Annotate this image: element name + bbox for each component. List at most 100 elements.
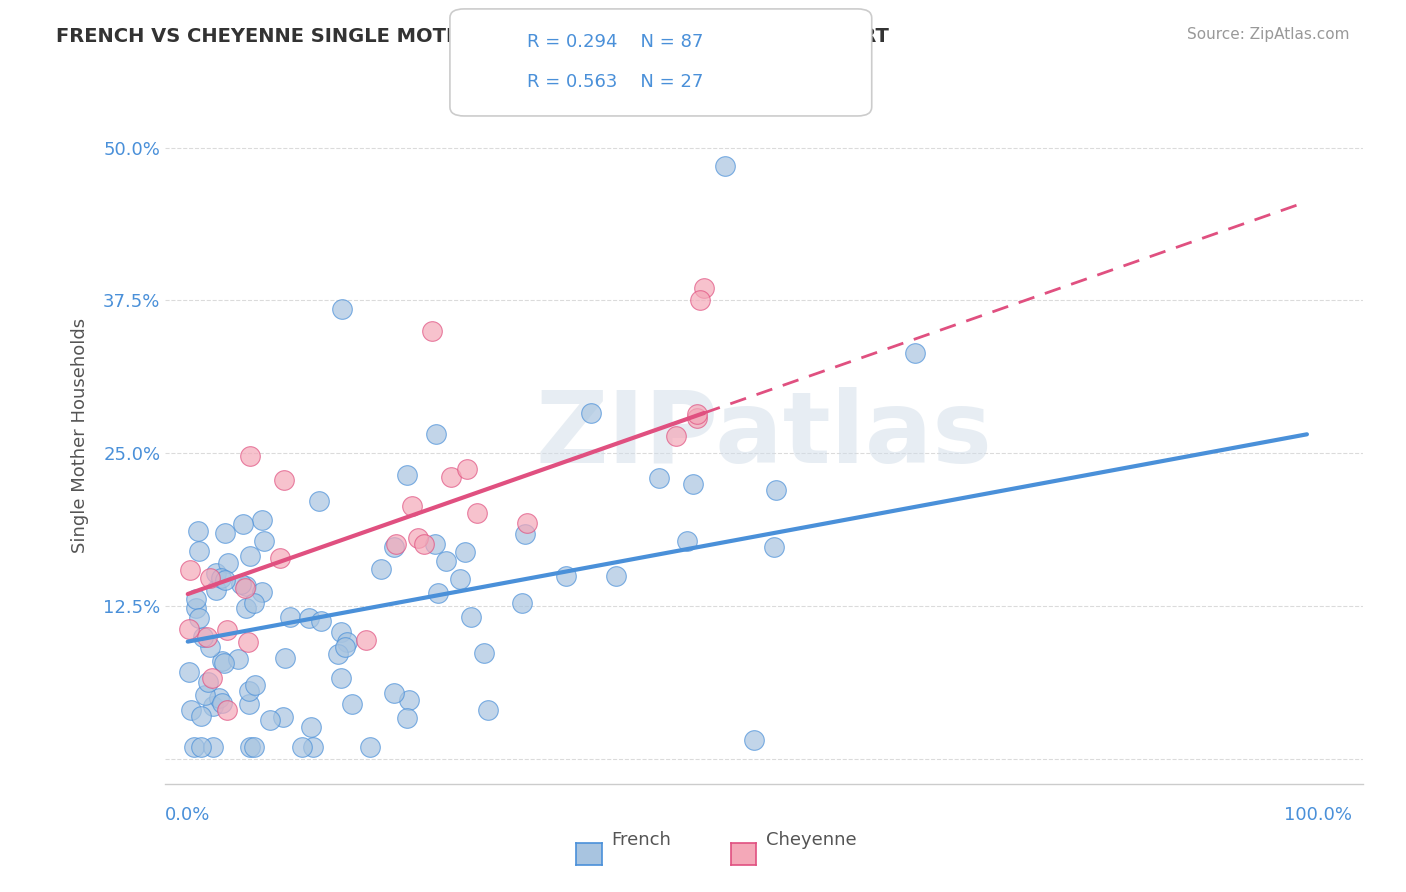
Point	[239, 549, 262, 563]
Point	[398, 692, 420, 706]
Point	[425, 427, 447, 442]
Point	[214, 656, 236, 670]
Point	[472, 647, 495, 661]
Point	[714, 159, 737, 173]
Text: Source: ZipAtlas.com: Source: ZipAtlas.com	[1187, 27, 1350, 42]
Point	[413, 537, 436, 551]
Text: 0.0%: 0.0%	[166, 805, 211, 824]
Point	[238, 684, 260, 698]
Point	[253, 533, 276, 548]
Point	[384, 686, 406, 700]
Point	[235, 601, 257, 615]
Point	[396, 468, 419, 483]
Point	[385, 537, 408, 551]
Point	[440, 470, 463, 484]
Point	[425, 537, 447, 551]
Text: 100.0%: 100.0%	[1284, 805, 1351, 824]
Point	[205, 583, 228, 598]
Point	[197, 631, 219, 645]
Point	[510, 596, 533, 610]
Point	[330, 301, 353, 316]
Point	[238, 697, 260, 711]
Point	[477, 703, 499, 717]
Point	[395, 711, 418, 725]
Point	[647, 470, 669, 484]
Point	[239, 740, 262, 755]
Point	[269, 551, 291, 566]
Text: R = 0.563    N = 27: R = 0.563 N = 27	[527, 73, 703, 91]
Point	[187, 611, 209, 625]
Point	[682, 476, 704, 491]
Point	[554, 569, 576, 583]
Point	[187, 524, 209, 538]
Point	[188, 544, 211, 558]
Point	[693, 280, 716, 294]
Point	[180, 703, 202, 717]
Point	[309, 615, 332, 629]
Point	[198, 571, 221, 585]
Point	[229, 577, 252, 591]
Point	[359, 740, 381, 755]
Point	[763, 540, 786, 554]
Point	[515, 516, 537, 530]
Text: ZIPatlas: ZIPatlas	[536, 386, 993, 483]
Point	[190, 740, 212, 755]
Point	[354, 632, 377, 647]
Point	[211, 696, 233, 710]
Point	[301, 740, 323, 755]
Point	[201, 671, 224, 685]
Point	[233, 581, 256, 595]
Point	[460, 609, 482, 624]
Point	[183, 740, 205, 755]
Point	[467, 506, 489, 520]
Point	[211, 654, 233, 668]
Y-axis label: Single Mother Households: Single Mother Households	[72, 318, 89, 553]
Text: French: French	[612, 831, 672, 849]
Point	[328, 647, 350, 661]
Point	[226, 652, 249, 666]
Point	[299, 720, 322, 734]
Point	[190, 708, 212, 723]
Point	[198, 640, 221, 654]
Point	[274, 651, 297, 665]
Point	[193, 630, 215, 644]
Text: R = 0.294    N = 87: R = 0.294 N = 87	[527, 33, 703, 51]
Point	[177, 665, 200, 680]
Point	[232, 517, 254, 532]
Point	[184, 601, 207, 615]
Point	[250, 513, 273, 527]
Point	[742, 733, 765, 747]
Point	[184, 592, 207, 607]
Point	[904, 346, 927, 360]
Point	[427, 586, 450, 600]
Point	[273, 473, 295, 487]
Text: Cheyenne: Cheyenne	[766, 831, 856, 849]
Point	[333, 640, 356, 655]
Point	[340, 697, 363, 711]
Point	[689, 293, 711, 307]
Point	[205, 566, 228, 581]
Point	[298, 611, 321, 625]
Point	[765, 483, 787, 498]
Point	[605, 568, 627, 582]
Point	[239, 449, 262, 463]
Point	[259, 713, 281, 727]
Point	[215, 703, 238, 717]
Point	[217, 623, 239, 637]
Point	[515, 526, 537, 541]
Point	[382, 540, 405, 554]
Point	[214, 573, 236, 587]
Point	[278, 609, 301, 624]
Point	[686, 407, 709, 421]
Point	[235, 578, 257, 592]
Point	[308, 494, 330, 508]
Point	[401, 500, 423, 514]
Point	[242, 596, 264, 610]
Point	[336, 635, 359, 649]
Point	[217, 556, 239, 570]
Point	[456, 461, 478, 475]
Point	[202, 740, 225, 755]
Point	[676, 533, 699, 548]
Point	[686, 411, 709, 425]
Point	[179, 562, 201, 576]
